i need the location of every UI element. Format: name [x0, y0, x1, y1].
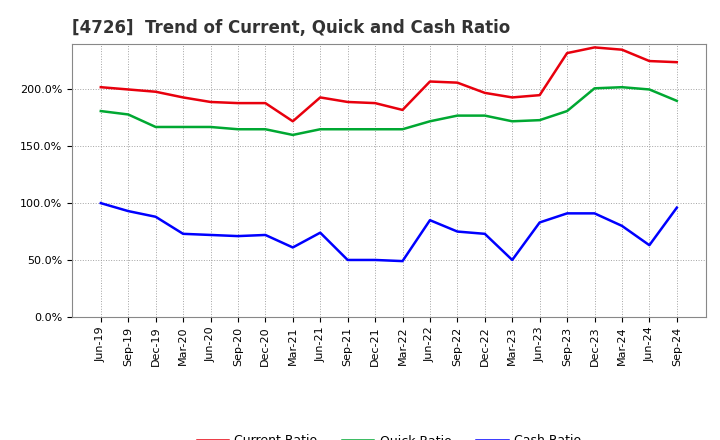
- Quick Ratio: [590, 86, 599, 91]
- Cash Ratio: [426, 217, 434, 223]
- Cash Ratio: [289, 245, 297, 250]
- Quick Ratio: [206, 125, 215, 130]
- Current Ratio: [618, 47, 626, 52]
- Cash Ratio: [124, 209, 132, 214]
- Quick Ratio: [618, 84, 626, 90]
- Current Ratio: [124, 87, 132, 92]
- Cash Ratio: [398, 258, 407, 264]
- Current Ratio: [672, 59, 681, 65]
- Text: [4726]  Trend of Current, Quick and Cash Ratio: [4726] Trend of Current, Quick and Cash …: [72, 19, 510, 37]
- Cash Ratio: [343, 257, 352, 263]
- Current Ratio: [590, 45, 599, 50]
- Current Ratio: [316, 95, 325, 100]
- Current Ratio: [536, 92, 544, 98]
- Cash Ratio: [371, 257, 379, 263]
- Quick Ratio: [371, 127, 379, 132]
- Cash Ratio: [261, 232, 270, 238]
- Cash Ratio: [453, 229, 462, 234]
- Current Ratio: [371, 100, 379, 106]
- Line: Cash Ratio: Cash Ratio: [101, 203, 677, 261]
- Current Ratio: [151, 89, 160, 94]
- Quick Ratio: [151, 125, 160, 130]
- Quick Ratio: [480, 113, 489, 118]
- Cash Ratio: [618, 223, 626, 228]
- Quick Ratio: [672, 98, 681, 103]
- Cash Ratio: [316, 230, 325, 235]
- Current Ratio: [645, 59, 654, 64]
- Quick Ratio: [343, 127, 352, 132]
- Current Ratio: [453, 80, 462, 85]
- Cash Ratio: [179, 231, 187, 236]
- Cash Ratio: [233, 234, 242, 239]
- Legend: Current Ratio, Quick Ratio, Cash Ratio: Current Ratio, Quick Ratio, Cash Ratio: [192, 429, 586, 440]
- Quick Ratio: [508, 119, 516, 124]
- Current Ratio: [508, 95, 516, 100]
- Quick Ratio: [645, 87, 654, 92]
- Current Ratio: [261, 100, 270, 106]
- Cash Ratio: [645, 242, 654, 248]
- Line: Current Ratio: Current Ratio: [101, 48, 677, 121]
- Cash Ratio: [480, 231, 489, 236]
- Quick Ratio: [96, 108, 105, 114]
- Cash Ratio: [672, 205, 681, 210]
- Current Ratio: [179, 95, 187, 100]
- Current Ratio: [289, 119, 297, 124]
- Cash Ratio: [590, 211, 599, 216]
- Quick Ratio: [563, 108, 572, 114]
- Cash Ratio: [508, 257, 516, 263]
- Current Ratio: [233, 100, 242, 106]
- Quick Ratio: [233, 127, 242, 132]
- Quick Ratio: [316, 127, 325, 132]
- Current Ratio: [343, 99, 352, 105]
- Current Ratio: [398, 107, 407, 113]
- Current Ratio: [206, 99, 215, 105]
- Cash Ratio: [206, 232, 215, 238]
- Cash Ratio: [96, 201, 105, 206]
- Current Ratio: [480, 90, 489, 95]
- Quick Ratio: [426, 119, 434, 124]
- Current Ratio: [96, 84, 105, 90]
- Quick Ratio: [261, 127, 270, 132]
- Quick Ratio: [536, 117, 544, 123]
- Cash Ratio: [563, 211, 572, 216]
- Quick Ratio: [179, 125, 187, 130]
- Current Ratio: [563, 51, 572, 56]
- Cash Ratio: [151, 214, 160, 220]
- Line: Quick Ratio: Quick Ratio: [101, 87, 677, 135]
- Quick Ratio: [124, 112, 132, 117]
- Current Ratio: [426, 79, 434, 84]
- Quick Ratio: [398, 127, 407, 132]
- Quick Ratio: [289, 132, 297, 138]
- Quick Ratio: [453, 113, 462, 118]
- Cash Ratio: [536, 220, 544, 225]
